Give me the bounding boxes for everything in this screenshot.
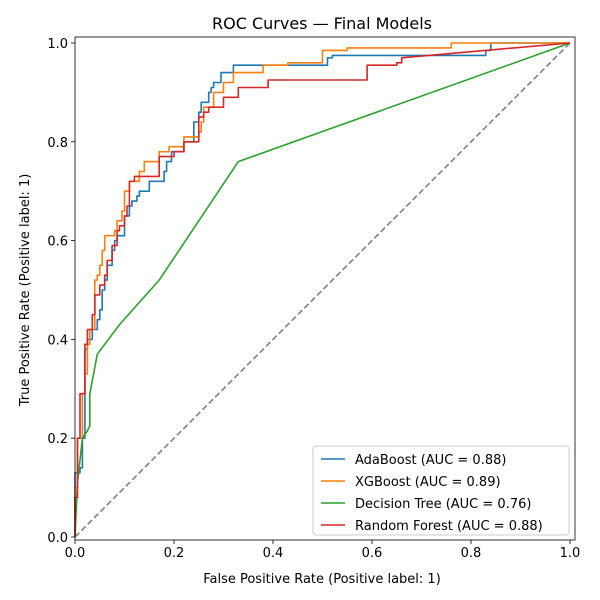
y-axis-label: True Positive Rate (Positive label: 1)	[18, 174, 33, 408]
y-tick-label: 0.8	[47, 136, 68, 151]
y-tick-label: 0.2	[47, 432, 68, 447]
plot-area: 0.0 0.2 0.4 0.6 0.8 1.0 0.0 0.2 0.4 0.6 0.8 1.0 AdaB…	[47, 36, 581, 561]
y-tick-label: 1.0	[47, 37, 68, 52]
series-line-0	[74, 42, 570, 537]
y-tick-label: 0.0	[47, 531, 68, 546]
plot-frame	[74, 36, 576, 541]
legend-entry: Random Forest (AUC = 0.88)	[355, 519, 543, 534]
legend-entry: XGBoost (AUC = 0.89)	[355, 475, 501, 490]
series-line-3	[74, 42, 571, 537]
x-tick-label: 0.4	[263, 546, 284, 561]
y-tick-label: 0.6	[47, 235, 68, 250]
x-tick-label: 0.0	[65, 546, 86, 561]
series-line-1	[74, 42, 570, 537]
x-tick-label: 0.8	[461, 546, 482, 561]
series-line-2	[74, 42, 571, 538]
legend-entry: AdaBoost (AUC = 0.88)	[355, 453, 506, 468]
x-tick-label: 0.2	[164, 546, 185, 561]
x-tick-label: 0.6	[362, 546, 383, 561]
chart-title: ROC Curves — Final Models	[212, 14, 432, 33]
legend-box	[312, 445, 570, 536]
x-tick-label: 1.0	[560, 546, 581, 561]
legend-entry: Decision Tree (AUC = 0.76)	[355, 497, 531, 512]
y-tick-label: 0.4	[47, 333, 68, 348]
x-axis-label: False Positive Rate (Positive label: 1)	[203, 572, 441, 587]
